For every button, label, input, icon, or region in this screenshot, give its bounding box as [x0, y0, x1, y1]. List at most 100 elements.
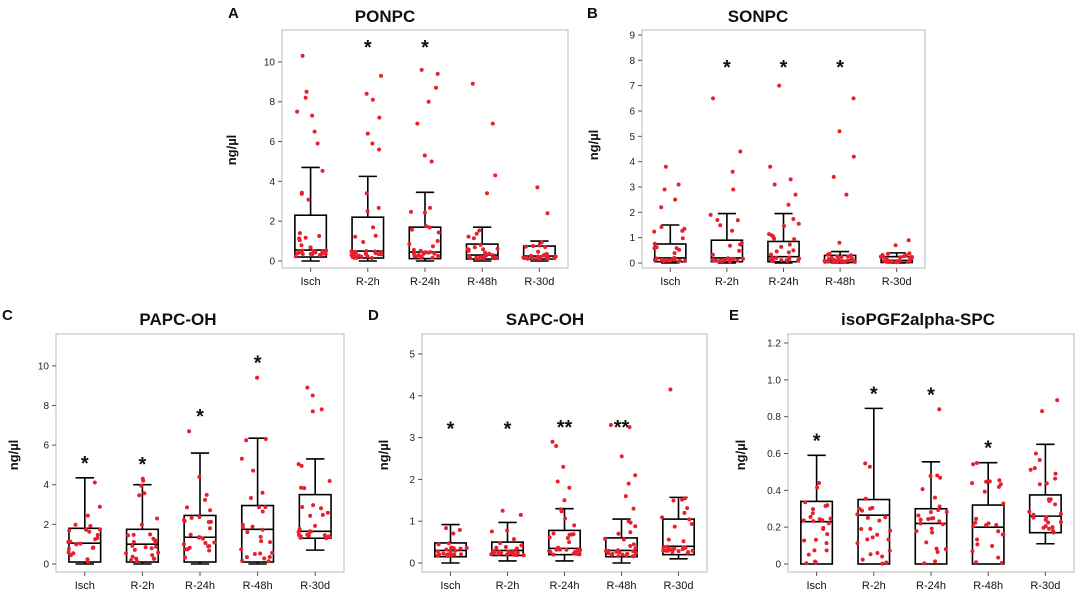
outlier-point	[668, 387, 673, 392]
data-point	[633, 524, 638, 529]
data-point	[725, 256, 730, 261]
data-point	[299, 248, 304, 253]
data-point	[970, 481, 975, 486]
plot-frame	[787, 333, 1075, 573]
data-point	[868, 506, 873, 511]
data-point	[310, 252, 315, 257]
data-point	[567, 540, 572, 545]
y-tick-label: 4	[43, 480, 49, 491]
data-point	[786, 250, 791, 255]
x-tick-label: R-48h	[825, 276, 855, 288]
data-point	[845, 258, 850, 263]
data-point	[248, 496, 253, 501]
data-point	[92, 480, 97, 485]
data-point	[471, 236, 476, 241]
outlier-point	[426, 99, 431, 104]
data-point	[66, 546, 71, 551]
data-point	[419, 255, 424, 260]
data-point	[206, 544, 211, 549]
data-point	[543, 245, 548, 250]
data-point	[1037, 457, 1042, 462]
data-point	[868, 526, 873, 531]
data-point	[323, 251, 328, 256]
significance-marker: *	[447, 419, 455, 441]
data-point	[817, 517, 822, 522]
outlier-point	[493, 173, 498, 178]
data-point	[299, 485, 304, 490]
y-tick-label: 3	[409, 433, 415, 444]
data-point	[349, 253, 354, 258]
data-point	[839, 259, 844, 264]
box	[298, 493, 332, 540]
data-point	[1046, 520, 1051, 525]
outlier-point	[555, 479, 560, 484]
data-point	[1058, 519, 1063, 524]
data-point	[251, 468, 256, 473]
data-point	[828, 516, 833, 521]
data-point	[559, 509, 564, 514]
data-point	[842, 259, 847, 264]
data-point	[606, 548, 611, 553]
outlier-point	[364, 91, 369, 96]
outlier-point	[786, 202, 791, 207]
data-point	[1032, 466, 1037, 471]
data-point	[152, 556, 157, 561]
data-point	[971, 524, 976, 529]
data-point	[376, 205, 381, 210]
data-point	[491, 548, 496, 553]
y-axis-label: ng/µl	[6, 440, 21, 471]
data-point	[897, 258, 902, 263]
data-point	[352, 253, 357, 258]
data-point	[257, 505, 262, 510]
y-tick-label: 0	[43, 560, 49, 571]
panel-letter: E	[729, 307, 739, 324]
data-point	[551, 531, 556, 536]
data-point	[153, 540, 158, 545]
data-point	[738, 242, 743, 247]
data-point	[66, 550, 71, 555]
data-point	[150, 553, 155, 558]
outlier-point	[631, 506, 636, 511]
data-point	[668, 258, 673, 263]
data-point	[918, 517, 923, 522]
data-point	[860, 508, 865, 513]
y-tick-label: 0.6	[767, 449, 781, 460]
data-point	[865, 515, 870, 520]
data-point	[884, 560, 889, 565]
data-point	[676, 259, 681, 264]
outlier-point	[319, 407, 324, 412]
data-point	[821, 525, 826, 530]
data-point	[132, 547, 137, 552]
data-point	[554, 547, 559, 552]
data-point	[914, 529, 919, 534]
data-point	[352, 249, 357, 254]
outlier-point	[422, 153, 427, 158]
data-point	[85, 513, 90, 518]
data-point	[444, 526, 449, 531]
data-point	[708, 212, 713, 217]
x-tick-label: Isch	[75, 580, 95, 592]
data-point	[497, 549, 502, 554]
data-point	[906, 259, 911, 264]
panel-title: SONPC	[728, 7, 788, 26]
y-tick-label: 0	[409, 559, 415, 570]
data-point	[825, 532, 830, 537]
data-point	[263, 505, 268, 510]
y-tick-label: 0.4	[767, 486, 781, 497]
data-point	[893, 260, 898, 265]
data-point	[203, 540, 208, 545]
data-point	[536, 249, 541, 254]
panel-title: PONPC	[355, 7, 415, 26]
data-point	[300, 504, 305, 509]
panel-letter: C	[2, 307, 13, 324]
data-point	[503, 544, 508, 549]
data-point	[308, 245, 313, 250]
data-point	[904, 253, 909, 258]
data-point	[855, 512, 860, 517]
outlier-point	[305, 385, 310, 390]
data-point	[718, 223, 723, 228]
data-point	[803, 500, 808, 505]
box	[240, 504, 275, 563]
data-point	[717, 259, 722, 264]
data-point	[197, 515, 202, 520]
